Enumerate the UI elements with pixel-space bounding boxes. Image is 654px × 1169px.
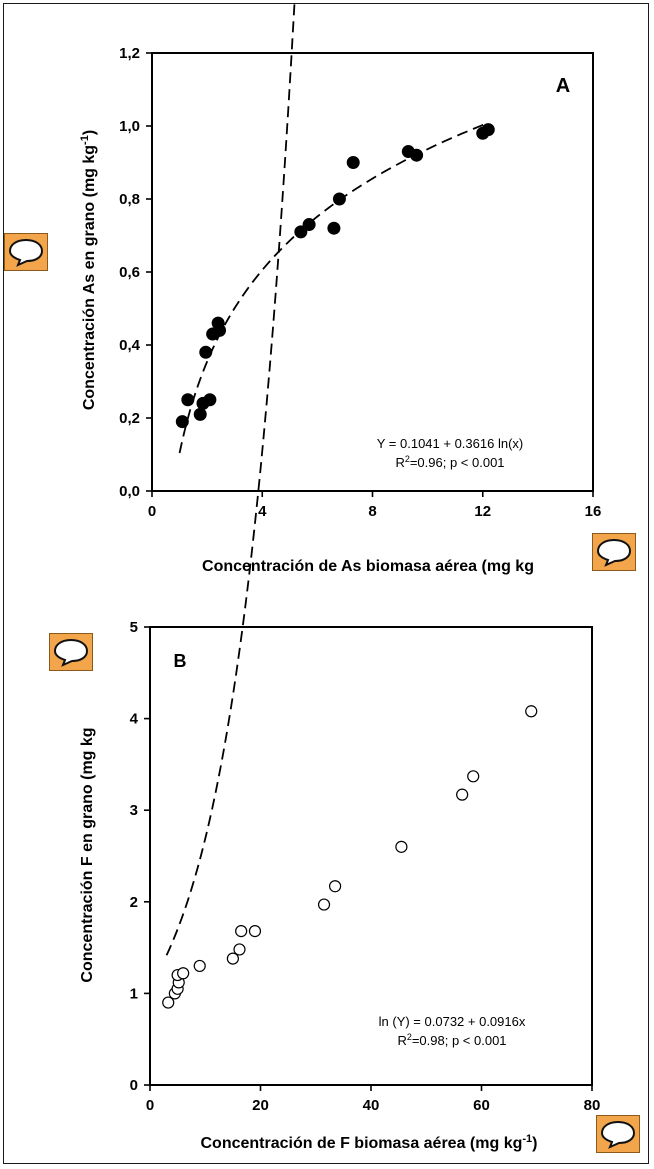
panel-label-a: A <box>556 75 570 97</box>
y-ticks-b: 0 1 2 3 4 5 <box>130 619 150 1094</box>
comment-bubble-4[interactable] <box>596 1115 640 1153</box>
x-tick-label: 16 <box>585 503 602 520</box>
fit-curve-b <box>165 0 296 956</box>
speech-bubble-icon <box>596 538 632 567</box>
plot-area-b <box>149 626 593 1086</box>
x-ticks-b: 0 20 40 60 80 <box>146 1085 601 1114</box>
y-tick-label: 1,0 <box>119 118 140 135</box>
y-axis-title-a: Concentración As en grano (mg kg-1) <box>79 130 98 410</box>
y-tick-label: 2 <box>130 894 138 911</box>
y-tick-label: 4 <box>130 711 139 728</box>
stats-a: R2=0.96; p < 0.001 <box>395 454 504 470</box>
y-axis-title-b: Concentración F en grano (mg kg <box>79 727 96 982</box>
data-point <box>525 705 538 718</box>
y-ticks-a: 0,0 0,2 0,4 0,6 0,8 1,0 1,2 <box>119 45 152 500</box>
data-point <box>226 952 239 965</box>
y-tick-label: 1 <box>130 985 138 1002</box>
data-point <box>199 345 213 359</box>
comment-bubble-1[interactable] <box>4 233 48 271</box>
data-point <box>193 407 207 421</box>
data-point <box>175 415 189 429</box>
plot-area-a <box>151 52 594 492</box>
data-point <box>181 393 195 407</box>
y-tick-label: 0,0 <box>119 483 140 500</box>
y-tick-label: 0,8 <box>119 191 140 208</box>
data-point <box>467 770 480 783</box>
fit-curve-a <box>178 122 489 454</box>
speech-bubble-icon <box>8 238 44 267</box>
data-point <box>233 943 246 956</box>
y-tick-label: 3 <box>130 802 138 819</box>
x-axis-title-a: Concentración de As biomasa aérea (mg kg <box>202 558 534 575</box>
equation-a: Y = 0.1041 + 0.3616 ln(x) <box>377 436 523 451</box>
data-point <box>294 225 308 239</box>
y-tick-label: 0,2 <box>119 410 140 427</box>
data-point <box>317 898 331 911</box>
data-point <box>203 393 217 407</box>
data-point <box>302 218 316 232</box>
speech-bubble-icon <box>53 638 89 667</box>
data-point <box>332 192 346 206</box>
x-tick-label: 8 <box>368 503 376 520</box>
data-point <box>211 316 225 330</box>
data-point <box>327 221 341 235</box>
data-point <box>328 880 342 893</box>
data-points-a <box>175 123 495 429</box>
x-tick-label: 4 <box>258 503 267 520</box>
x-tick-label: 40 <box>363 1097 380 1114</box>
x-tick-label: 0 <box>148 503 156 520</box>
y-tick-label: 0,4 <box>119 337 141 354</box>
data-point <box>193 959 206 973</box>
stats-b: R2=0.98; p < 0.001 <box>397 1032 506 1048</box>
data-point <box>248 925 262 938</box>
panel-a: 0 4 8 12 16 0,0 0,2 0,4 0,6 0,8 1,0 1,2 A Y = 0.10… <box>79 45 601 575</box>
y-tick-label: 0,6 <box>119 264 140 281</box>
panel-label-b: B <box>174 651 187 671</box>
data-points-b <box>162 705 538 1009</box>
data-point <box>481 123 495 137</box>
y-tick-label: 5 <box>130 619 138 636</box>
comment-bubble-3[interactable] <box>49 633 93 671</box>
y-tick-label: 0 <box>130 1077 138 1094</box>
x-tick-label: 20 <box>252 1097 269 1114</box>
x-ticks-a: 0 4 8 12 16 <box>148 491 602 520</box>
data-point <box>177 967 190 980</box>
x-tick-label: 12 <box>474 503 491 520</box>
data-point <box>456 788 469 801</box>
figure-frame <box>3 3 649 1164</box>
y-tick-label: 1,2 <box>119 45 140 62</box>
data-point <box>395 840 408 853</box>
data-point <box>235 925 248 938</box>
x-axis-title-b: Concentración de F biomasa aérea (mg kg-… <box>201 1133 538 1152</box>
x-tick-label: 60 <box>473 1097 490 1114</box>
data-point <box>162 996 175 1009</box>
comment-bubble-2[interactable] <box>592 533 636 571</box>
data-point <box>346 156 360 169</box>
data-point <box>410 148 424 162</box>
equation-b: ln (Y) = 0.0732 + 0.0916x <box>379 1014 526 1029</box>
speech-bubble-icon <box>600 1120 636 1149</box>
x-tick-label: 80 <box>584 1097 601 1114</box>
x-tick-label: 0 <box>146 1097 154 1114</box>
